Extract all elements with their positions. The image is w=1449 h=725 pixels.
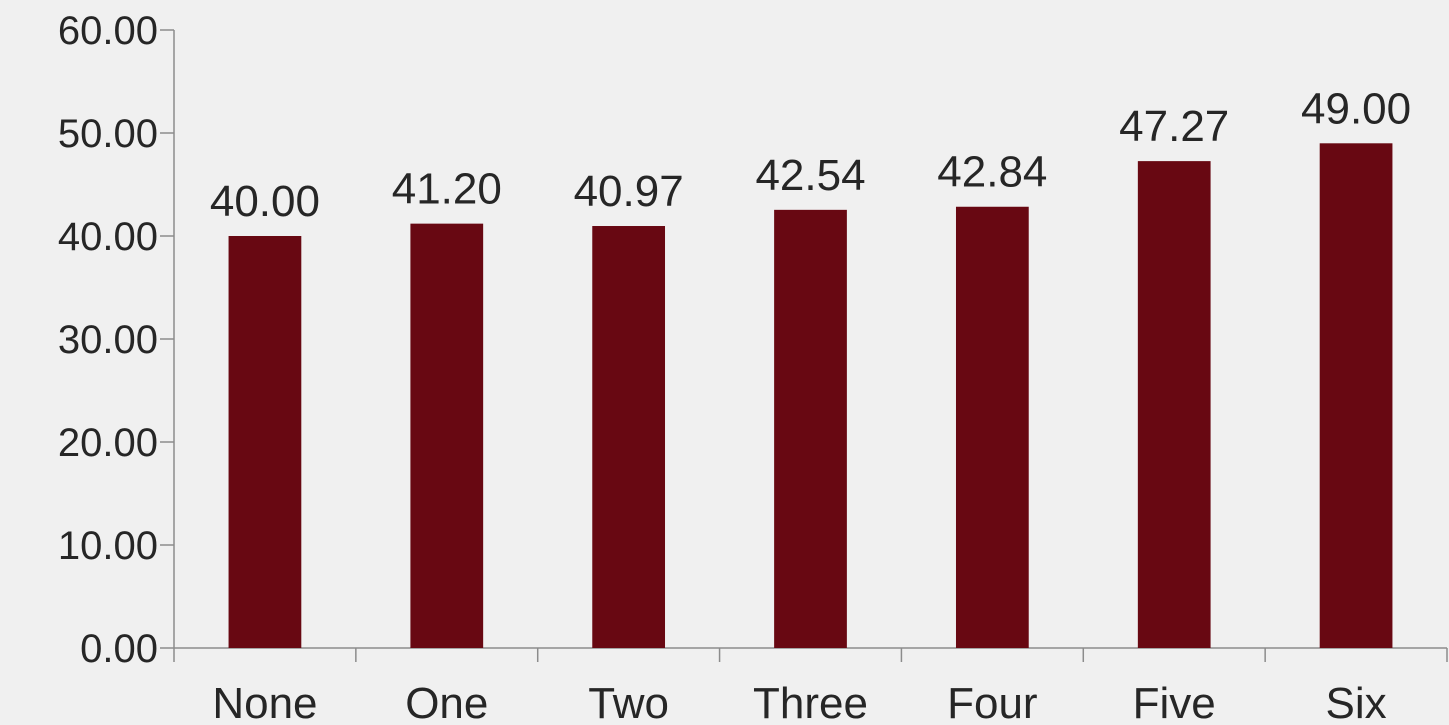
bar-five <box>1137 161 1211 648</box>
y-tick-label: 50.00 <box>58 112 158 156</box>
y-tick-label: 0.00 <box>80 627 158 671</box>
bar-two <box>592 226 666 648</box>
y-tick-label: 10.00 <box>58 524 158 568</box>
x-category-label: Four <box>947 679 1037 725</box>
bar-value-label: 42.84 <box>937 148 1047 197</box>
bar-value-label: 40.97 <box>574 167 684 216</box>
bar-value-label: 42.54 <box>755 151 865 200</box>
bar-six <box>1319 143 1393 649</box>
y-tick-label: 40.00 <box>58 215 158 259</box>
y-tick-label: 20.00 <box>58 421 158 465</box>
bar-value-label: 49.00 <box>1301 84 1411 133</box>
x-category-label: Two <box>588 679 669 725</box>
x-category-label: None <box>212 679 317 725</box>
bar-four <box>955 206 1029 649</box>
x-category-label: Five <box>1133 679 1216 725</box>
bars-group <box>228 143 1393 649</box>
y-tick-label: 60.00 <box>58 9 158 53</box>
value-labels-group: 40.00 41.20 40.97 42.54 42.84 47.27 49.00 <box>210 84 1411 226</box>
y-axis: 0.00 10.00 20.00 30.00 40.00 50.00 60.00 <box>58 9 175 671</box>
y-tick-label: 30.00 <box>58 318 158 362</box>
x-category-label: One <box>405 679 488 725</box>
bar-value-label: 47.27 <box>1119 102 1229 151</box>
bar-value-label: 40.00 <box>210 177 320 226</box>
x-axis: None One Two Three Four Five Six <box>173 647 1448 725</box>
x-category-label: Six <box>1326 679 1387 725</box>
bar-none <box>228 236 302 648</box>
bar-value-label: 41.20 <box>392 165 502 214</box>
bar-one <box>410 223 484 648</box>
x-category-label: Three <box>753 679 868 725</box>
bar-three <box>774 209 847 648</box>
